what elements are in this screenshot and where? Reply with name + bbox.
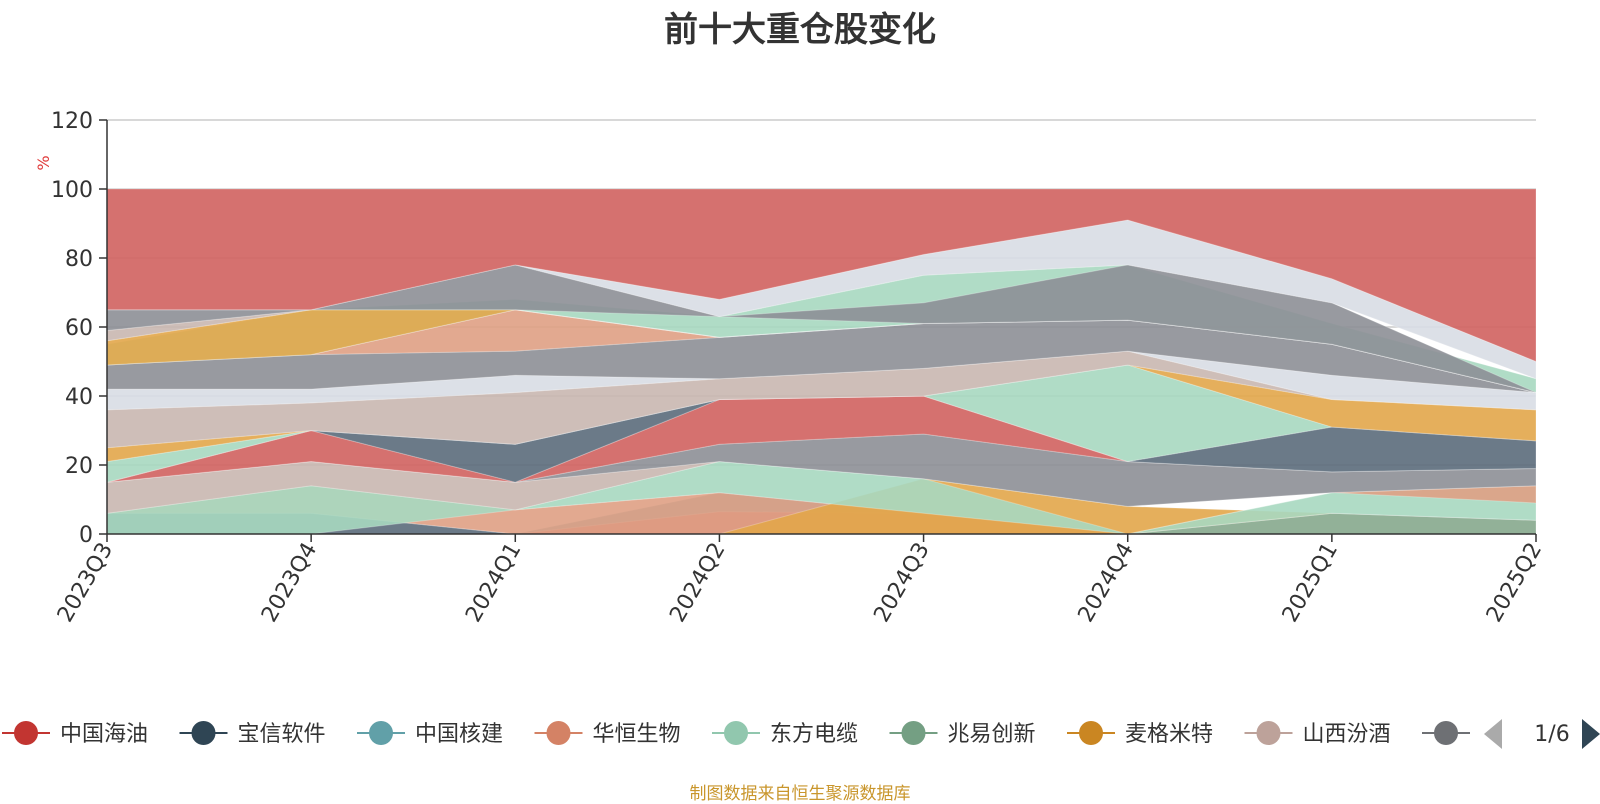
legend-marker [1079,721,1103,745]
area-band [106,461,1537,514]
legend-item[interactable]: 山西汾酒 [1244,721,1391,747]
area-band [106,319,1537,394]
y-axis-unit-label: % [34,155,53,170]
y-tick-label: 20 [65,454,93,479]
x-tick-label: 2023Q4 [257,539,322,627]
legend-marker [191,721,216,745]
x-tick-label: 2025Q2 [1482,539,1547,627]
legend-item[interactable]: 麦格米特 [1067,721,1213,747]
y-tick-label: 100 [51,178,93,203]
area-band [106,433,1537,507]
chart-title: 前十大重仓股变化 [664,10,936,50]
x-tick-label: 2024Q2 [665,539,730,627]
area-band [106,395,1537,483]
legend-marker [1434,721,1458,745]
legend-label: 宝信软件 [238,722,326,747]
x-tick-label: 2024Q4 [1074,539,1139,627]
legend-marker [546,721,571,745]
legend-label: 华恒生物 [593,722,681,747]
legend-prev-icon[interactable] [1484,719,1502,749]
legend-item[interactable]: 东方电缆 [712,721,858,747]
legend-item[interactable]: 华恒生物 [534,721,681,747]
legend-marker [369,721,393,745]
area-band [106,461,1537,535]
x-tick-label: 2024Q1 [461,539,526,627]
legend-label: 山西汾酒 [1303,722,1391,747]
legend-label: 兆易创新 [948,722,1036,747]
x-tick-label: 2025Q1 [1278,539,1343,627]
area-layer [106,188,1537,535]
legend-item[interactable]: 兆易创新 [889,721,1036,747]
area-band [106,350,1537,411]
legend-item[interactable]: 宝信软件 [179,721,326,747]
legend-item[interactable]: 中国核建 [357,721,503,747]
legend-marker [724,721,748,745]
legend-item[interactable]: 中国海油 [2,721,148,747]
y-tick-label: 0 [79,523,93,548]
y-tick-label: 80 [65,247,93,272]
legend-next-icon[interactable] [1582,719,1600,749]
x-tick-label: 2024Q3 [869,539,934,627]
y-tick-label: 40 [65,385,93,410]
legend-label: 中国核建 [415,722,503,747]
legend-page-indicator: 1/6 [1534,722,1569,747]
y-tick-label: 60 [65,316,93,341]
area-band [106,364,1537,463]
legend-marker [14,721,38,745]
legend-label: 中国海油 [60,722,148,747]
y-tick-label: 120 [51,109,93,134]
legend-marker [1256,721,1281,745]
legend-label: 东方电缆 [770,722,858,747]
x-tick-label: 2023Q3 [53,539,118,627]
legend-label: 麦格米特 [1125,722,1213,747]
legend-marker [901,721,926,745]
source-note: 制图数据来自恒生聚源数据库 [689,784,911,804]
area-band [106,188,1537,363]
